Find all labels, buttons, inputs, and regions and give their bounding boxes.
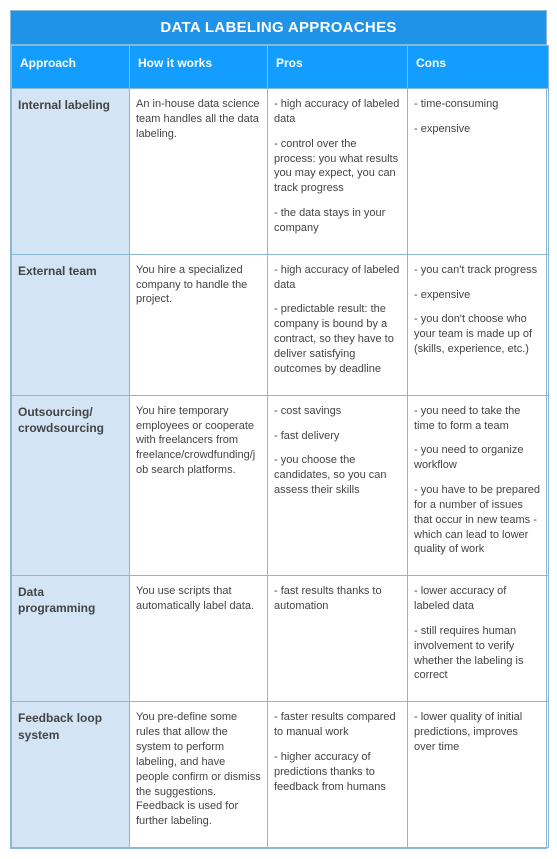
cons-item: - lower quality of initial predictions, … [414, 710, 542, 755]
cons-item: - time-consuming [414, 97, 542, 112]
cell-pros: - cost savings - fast delivery - you choos… [268, 395, 408, 576]
table-row: Data programmingYou use scripts that aut… [12, 576, 549, 702]
cons-item: - you don't choose who your team is made… [414, 312, 542, 357]
cell-how: You use scripts that automatically label… [130, 576, 268, 702]
cell-pros: - faster results compared to manual work… [268, 702, 408, 848]
col-header-cons: Cons [408, 46, 549, 89]
cell-cons: - lower quality of initial predictions, … [408, 702, 549, 848]
table-row: Feedback loop systemYou pre-define some … [12, 702, 549, 848]
cons-item: - still requires human involvement to ve… [414, 624, 542, 683]
pros-item: - high accuracy of labeled data [274, 97, 401, 127]
pros-item: - you choose the candidates, so you can … [274, 453, 401, 498]
pros-item: - higher accuracy of predictions thanks … [274, 750, 401, 795]
cell-cons: - lower accuracy of labeled data - still … [408, 576, 549, 702]
data-labeling-table: Approach How it works Pros Cons Internal… [11, 45, 549, 848]
pros-item: - fast results thanks to automation [274, 584, 401, 614]
cons-item: - you need to organize workflow [414, 443, 542, 473]
pros-item: - high accuracy of labeled data [274, 263, 401, 293]
pros-item: - faster results compared to manual work [274, 710, 401, 740]
cell-approach: External team [12, 254, 130, 395]
col-header-how: How it works [130, 46, 268, 89]
pros-item: - control over the process: you what res… [274, 137, 401, 196]
cell-cons: - you can't track progress - expensive - y… [408, 254, 549, 395]
table-title: DATA LABELING APPROACHES [11, 11, 546, 45]
cons-item: - you can't track progress [414, 263, 542, 278]
cons-item: - expensive [414, 122, 542, 137]
header-row: Approach How it works Pros Cons [12, 46, 549, 89]
cell-pros: - high accuracy of labeled data - control… [268, 89, 408, 255]
cons-item: - you have to be prepared for a number o… [414, 483, 542, 557]
cell-how: You hire temporary employees or cooperat… [130, 395, 268, 576]
cell-how: An in-house data science team handles al… [130, 89, 268, 255]
cell-pros: - fast results thanks to automation [268, 576, 408, 702]
col-header-approach: Approach [12, 46, 130, 89]
cons-item: - expensive [414, 288, 542, 303]
cell-approach: Outsourcing/ crowdsourcing [12, 395, 130, 576]
pros-item: - predictable result: the company is bou… [274, 302, 401, 376]
table-row: External teamYou hire a specialized comp… [12, 254, 549, 395]
col-header-pros: Pros [268, 46, 408, 89]
cell-cons: - you need to take the time to form a te… [408, 395, 549, 576]
table-container: DATA LABELING APPROACHES Approach How it… [10, 10, 547, 849]
pros-item: - fast delivery [274, 429, 401, 444]
pros-item: - the data stays in your company [274, 206, 401, 236]
cell-approach: Internal labeling [12, 89, 130, 255]
cell-cons: - time-consuming - expensive [408, 89, 549, 255]
cell-pros: - high accuracy of labeled data - predict… [268, 254, 408, 395]
pros-item: - cost savings [274, 404, 401, 419]
table-row: Internal labelingAn in-house data scienc… [12, 89, 549, 255]
cons-item: - lower accuracy of labeled data [414, 584, 542, 614]
table-row: Outsourcing/ crowdsourcingYou hire tempo… [12, 395, 549, 576]
cons-item: - you need to take the time to form a te… [414, 404, 542, 434]
cell-approach: Data programming [12, 576, 130, 702]
cell-approach: Feedback loop system [12, 702, 130, 848]
cell-how: You hire a specialized company to handle… [130, 254, 268, 395]
cell-how: You pre-define some rules that allow the… [130, 702, 268, 848]
table-body: Internal labelingAn in-house data scienc… [12, 89, 549, 848]
